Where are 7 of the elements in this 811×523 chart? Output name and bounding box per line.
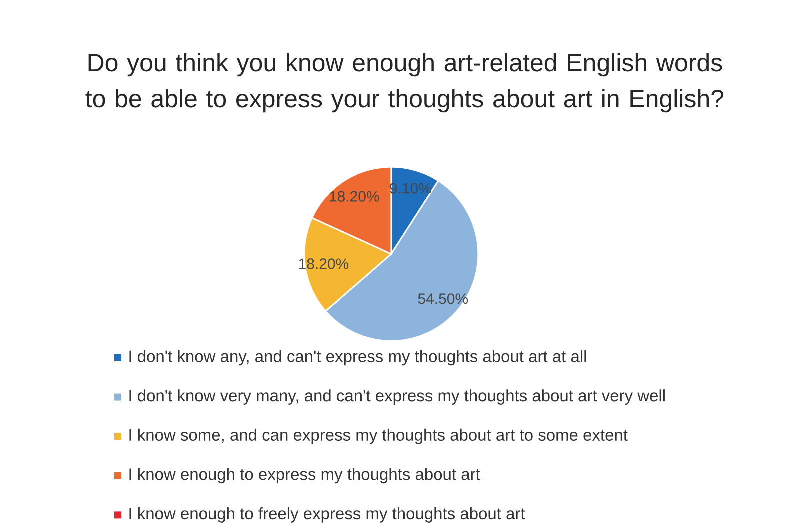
legend-label: I don't know very many, and can't express my thoughts about art very well (130, 390, 665, 405)
legend-label: I know enough to freely express my thoughts about art (130, 507, 526, 523)
legend-label: I know some, and can express my thoughts about art to some extent (130, 428, 628, 444)
legend-label: I know enough to express my thoughts about art (130, 468, 480, 484)
data-label: 18.20% (330, 191, 380, 202)
legend-label: I don't know any, and can't express my thoughts about art at all (130, 350, 586, 366)
chart-title: Do you think you know enough art-related English words to be able to express your thoughts about art in English? (86, 53, 724, 113)
